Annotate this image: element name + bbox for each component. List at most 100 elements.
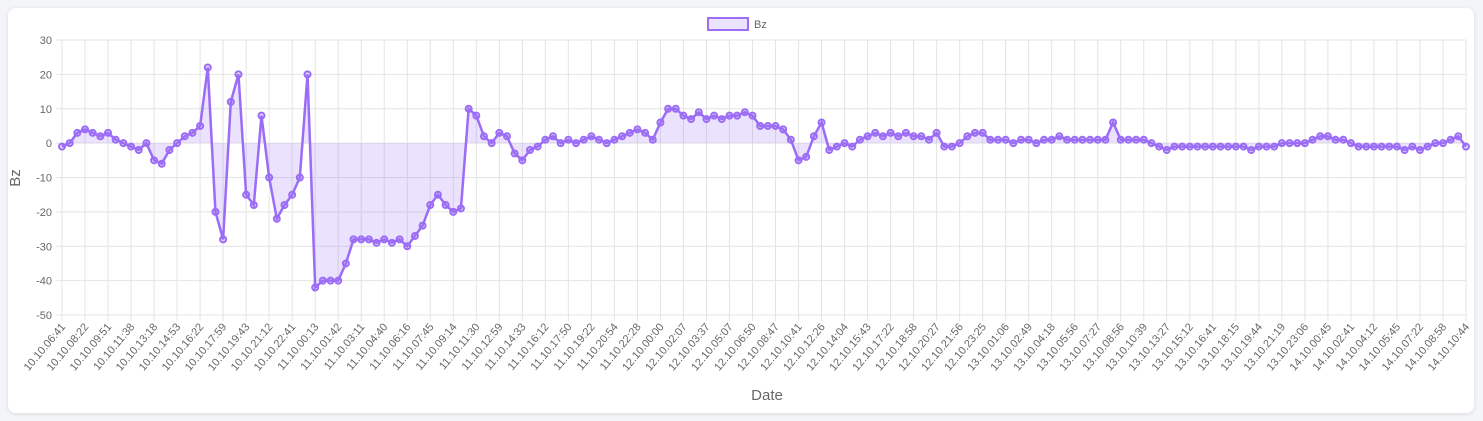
point [986,135,995,144]
y-axis-title: Bz [7,169,24,187]
point [58,142,66,151]
point [1216,142,1225,151]
point [1101,135,1110,144]
point [909,132,918,141]
point [955,139,964,148]
point [694,108,703,117]
y-tick-label: 10 [40,104,52,116]
point [372,238,381,247]
point [618,132,627,141]
point [188,128,197,137]
point [142,139,151,148]
point [265,173,274,182]
point [387,238,396,247]
point [1293,139,1302,148]
point [495,128,504,137]
point [1231,142,1240,151]
point [1055,132,1064,141]
point [1331,135,1340,144]
point [1423,142,1432,151]
point [1009,139,1018,148]
point [840,139,849,148]
point [219,235,228,244]
point [733,111,742,120]
point [940,142,949,151]
point [502,132,511,141]
point [1308,135,1317,144]
point [1385,142,1394,151]
point [96,132,105,141]
point [1001,135,1010,144]
point [564,135,573,144]
point [878,132,887,141]
point [1285,139,1294,148]
point [311,283,320,292]
y-tick-label: -20 [36,207,52,219]
point [541,135,550,144]
point [595,135,604,144]
point [1086,135,1095,144]
point [180,132,189,141]
point [848,142,857,151]
point [1415,146,1424,154]
point [1178,142,1187,151]
point [487,139,496,148]
point [549,132,558,141]
point [1201,142,1210,151]
point [295,173,304,182]
point [963,132,972,141]
point [403,242,412,251]
point [111,135,120,144]
point [119,139,128,148]
point [1078,135,1087,144]
point [648,135,657,144]
point [272,214,281,223]
point [1024,135,1033,144]
point [280,201,289,209]
point [1193,142,1202,151]
point [664,104,673,113]
point [380,235,389,244]
point [242,190,251,199]
point [1124,135,1133,144]
point [134,146,143,154]
point [1377,142,1386,151]
point [917,132,926,141]
point [226,97,235,106]
point [1208,142,1217,151]
point [809,132,818,141]
point [610,135,619,144]
point [395,235,404,244]
point [88,128,97,137]
point [748,111,757,120]
point [1270,142,1279,151]
y-tick-label: -40 [36,276,52,288]
point [572,139,581,148]
point [127,142,136,151]
point [1262,142,1271,151]
point [1408,142,1417,151]
point [1239,142,1248,151]
point [1462,142,1470,151]
point [456,204,465,213]
point [756,121,765,130]
point [717,115,726,124]
point [901,128,910,137]
point [932,128,941,137]
point [1438,139,1447,148]
point [825,146,834,154]
point [763,121,772,130]
point [510,149,519,158]
point [871,128,880,137]
point [671,104,680,113]
point [104,128,113,137]
point [779,125,788,134]
point [73,128,82,137]
point [863,132,872,141]
point [1147,139,1156,148]
point [1224,142,1233,151]
point [518,156,527,165]
point [1362,142,1371,151]
point [341,259,350,268]
point [625,128,634,137]
